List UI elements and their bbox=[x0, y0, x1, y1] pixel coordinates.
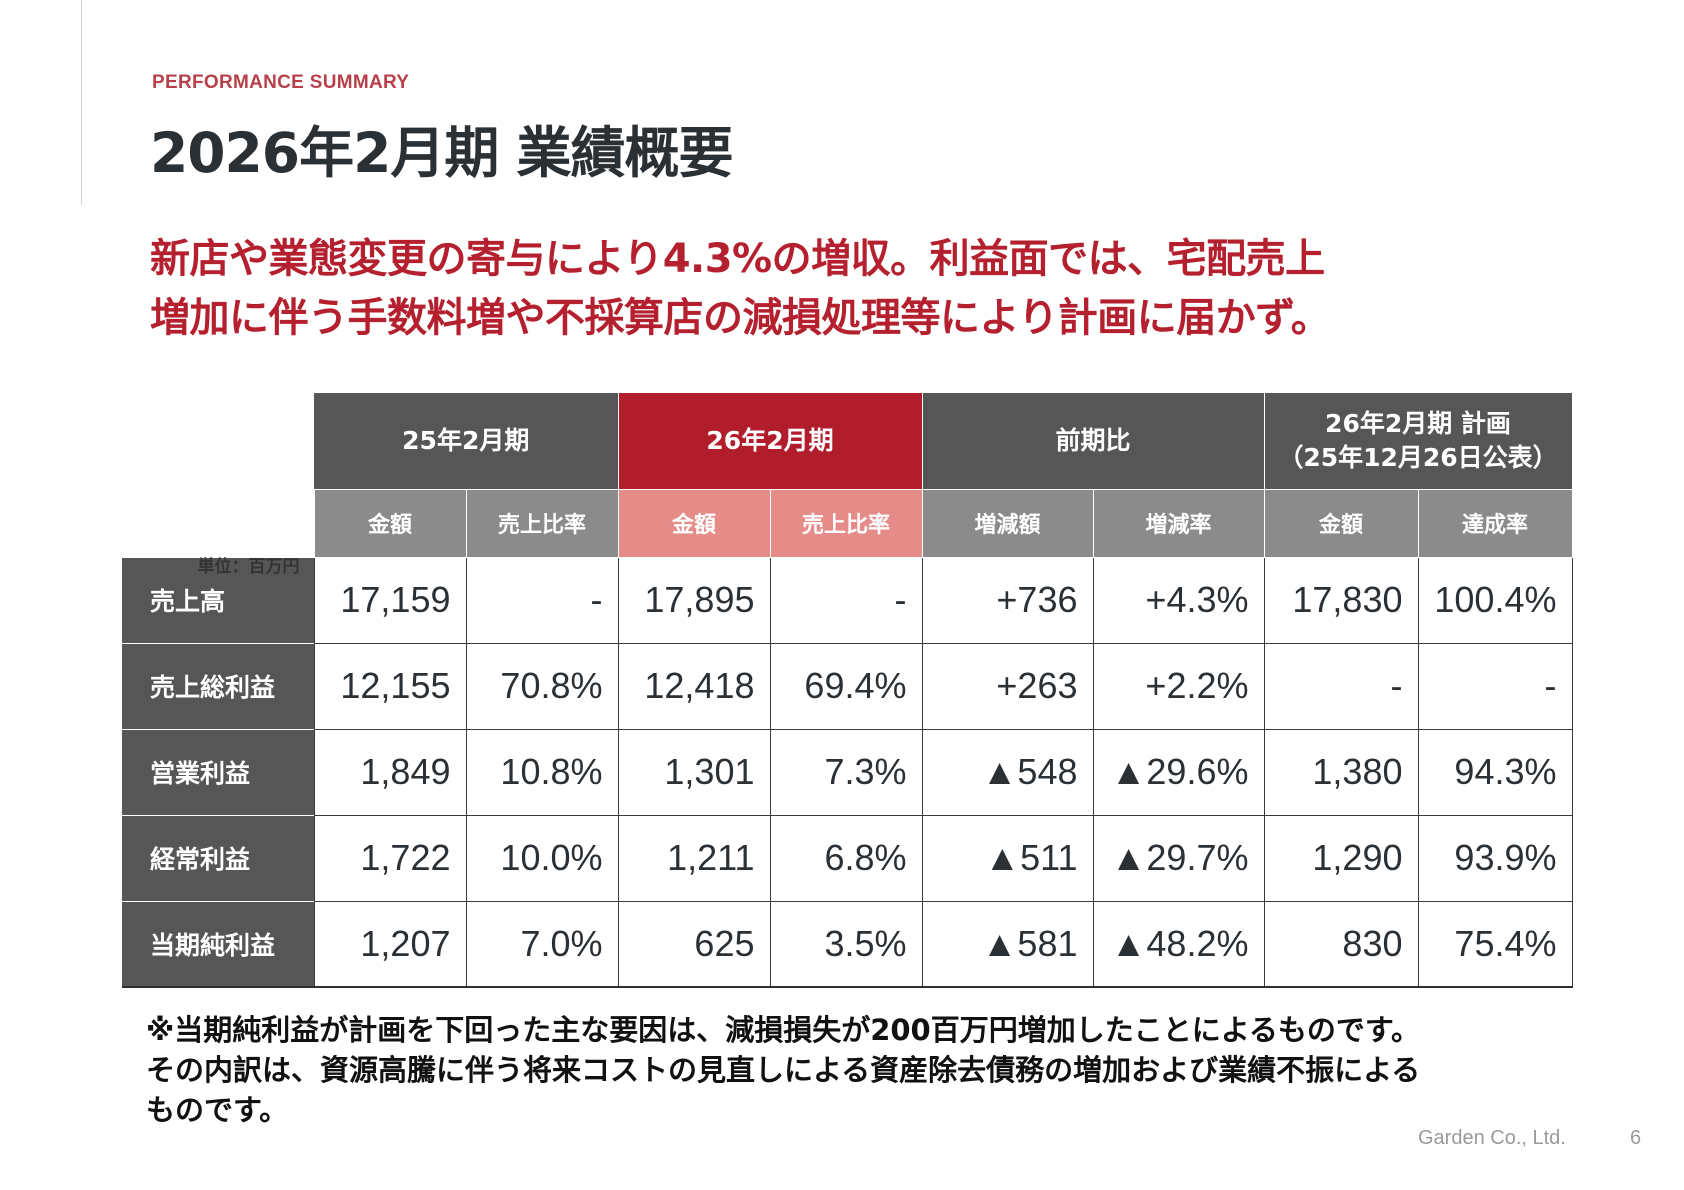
group-header-plan: 26年2月期 計画 （25年12月26日公表） bbox=[1264, 393, 1573, 489]
table-cell: 830 bbox=[1263, 900, 1419, 988]
section-eyebrow: PERFORMANCE SUMMARY bbox=[152, 72, 410, 93]
sub-header-amount: 金額 bbox=[313, 488, 467, 558]
table-cell: 10.0% bbox=[465, 814, 619, 902]
headline-line-2: 増加に伴う手数料増や不採算店の減損処理等により計画に届かず。 bbox=[150, 295, 1331, 341]
sub-header-amount: 金額 bbox=[1263, 488, 1419, 558]
row-label: 経常利益 bbox=[122, 814, 314, 901]
table-cell: 1,722 bbox=[313, 814, 467, 902]
sub-header-change-rate: 増減率 bbox=[1092, 488, 1265, 558]
table-cell: 1,301 bbox=[617, 728, 771, 816]
table-cell: ▲29.7% bbox=[1092, 814, 1265, 902]
table-cell: +736 bbox=[921, 556, 1094, 644]
table-cell: 12,418 bbox=[617, 642, 771, 730]
table-cell: 94.3% bbox=[1417, 728, 1573, 816]
headline-message: 新店や業態変更の寄与により4.3%の増収。利益面では、宅配売上 増加に伴う手数料… bbox=[150, 230, 1590, 348]
decorative-vertical-line bbox=[81, 0, 82, 205]
table-cell: 7.3% bbox=[769, 728, 923, 816]
row-label: 売上総利益 bbox=[122, 642, 314, 729]
sub-header-amount: 金額 bbox=[617, 488, 771, 558]
table-cell: 12,155 bbox=[313, 642, 467, 730]
table-cell: ▲48.2% bbox=[1092, 900, 1265, 988]
unit-cell: 単位：百万円 bbox=[122, 393, 314, 577]
table-cell: 93.9% bbox=[1417, 814, 1573, 902]
plan-header-line-1: 26年2月期 計画 bbox=[1325, 408, 1511, 438]
table-row: 当期純利益 1,207 7.0% 625 3.5% ▲581 ▲48.2% 83… bbox=[122, 900, 1573, 988]
table-row: 経常利益 1,722 10.0% 1,211 6.8% ▲511 ▲29.7% … bbox=[122, 814, 1573, 902]
table-cell: 17,830 bbox=[1263, 556, 1419, 644]
table-cell: 1,380 bbox=[1263, 728, 1419, 816]
table-cell: ▲29.6% bbox=[1092, 728, 1265, 816]
table-cell: - bbox=[1417, 642, 1573, 730]
table-cell: 625 bbox=[617, 900, 771, 988]
table-cell: +263 bbox=[921, 642, 1094, 730]
table-cell: 1,207 bbox=[313, 900, 467, 988]
table-cell: +4.3% bbox=[1092, 556, 1265, 644]
table-row: 売上総利益 12,155 70.8% 12,418 69.4% +263 +2.… bbox=[122, 642, 1573, 730]
group-header-yoy: 前期比 bbox=[922, 393, 1265, 489]
table-cell: 100.4% bbox=[1417, 556, 1573, 644]
table-cell: 7.0% bbox=[465, 900, 619, 988]
table-cell: - bbox=[769, 556, 923, 644]
row-label: 営業利益 bbox=[122, 728, 314, 815]
table-cell: 1,211 bbox=[617, 814, 771, 902]
group-header-fy25: 25年2月期 bbox=[314, 393, 619, 489]
table-cell: 3.5% bbox=[769, 900, 923, 988]
table-cell: 17,159 bbox=[313, 556, 467, 644]
row-label: 売上高 bbox=[122, 556, 314, 643]
plan-header-line-2: （25年12月26日公表） bbox=[1278, 442, 1558, 472]
footnote-line-2: その内訳は、資源高騰に伴う将来コストの見直しによる資産除去債務の増加および業績不… bbox=[146, 1053, 1421, 1087]
table-cell: 1,290 bbox=[1263, 814, 1419, 902]
group-header-fy26: 26年2月期 bbox=[618, 393, 923, 489]
page-title: 2026年2月期 業績概要 bbox=[150, 121, 733, 185]
table-cell: ▲581 bbox=[921, 900, 1094, 988]
table-cell: 17,895 bbox=[617, 556, 771, 644]
table-row: 営業利益 1,849 10.8% 1,301 7.3% ▲548 ▲29.6% … bbox=[122, 728, 1573, 816]
sub-header-change-amount: 増減額 bbox=[921, 488, 1094, 558]
performance-table: 単位：百万円 25年2月期 26年2月期 前期比 26年2月期 計画 （25年1… bbox=[122, 393, 1573, 988]
table-cell: ▲511 bbox=[921, 814, 1094, 902]
table-cell: ▲548 bbox=[921, 728, 1094, 816]
footnote: ※当期純利益が計画を下回った主な要因は、減損損失が200百万円増加したことによる… bbox=[146, 1010, 1586, 1130]
table-cell: 75.4% bbox=[1417, 900, 1573, 988]
headline-line-1: 新店や業態変更の寄与により4.3%の増収。利益面では、宅配売上 bbox=[150, 236, 1325, 282]
table-cell: 6.8% bbox=[769, 814, 923, 902]
footer-company-name: Garden Co., Ltd. bbox=[1418, 1127, 1566, 1149]
table-cell: - bbox=[1263, 642, 1419, 730]
row-label: 当期純利益 bbox=[122, 900, 314, 988]
sub-header-row: 金額 売上比率 金額 売上比率 増減額 増減率 金額 達成率 bbox=[122, 488, 1573, 558]
sub-header-ratio: 売上比率 bbox=[769, 488, 923, 558]
unit-label: 単位：百万円 bbox=[197, 556, 300, 577]
table-cell: +2.2% bbox=[1092, 642, 1265, 730]
page-number: 6 bbox=[1630, 1127, 1642, 1149]
footnote-line-1: ※当期純利益が計画を下回った主な要因は、減損損失が200百万円増加したことによる… bbox=[146, 1013, 1420, 1047]
group-header-row: 単位：百万円 25年2月期 26年2月期 前期比 26年2月期 計画 （25年1… bbox=[122, 393, 1573, 577]
footnote-line-3: ものです。 bbox=[146, 1093, 289, 1127]
table-cell: 70.8% bbox=[465, 642, 619, 730]
sub-header-ratio: 売上比率 bbox=[465, 488, 619, 558]
table-cell: - bbox=[465, 556, 619, 644]
sub-header-achievement-rate: 達成率 bbox=[1417, 488, 1573, 558]
table-cell: 10.8% bbox=[465, 728, 619, 816]
table-cell: 1,849 bbox=[313, 728, 467, 816]
table-cell: 69.4% bbox=[769, 642, 923, 730]
table-row: 売上高 17,159 - 17,895 - +736 +4.3% 17,830 … bbox=[122, 556, 1573, 644]
